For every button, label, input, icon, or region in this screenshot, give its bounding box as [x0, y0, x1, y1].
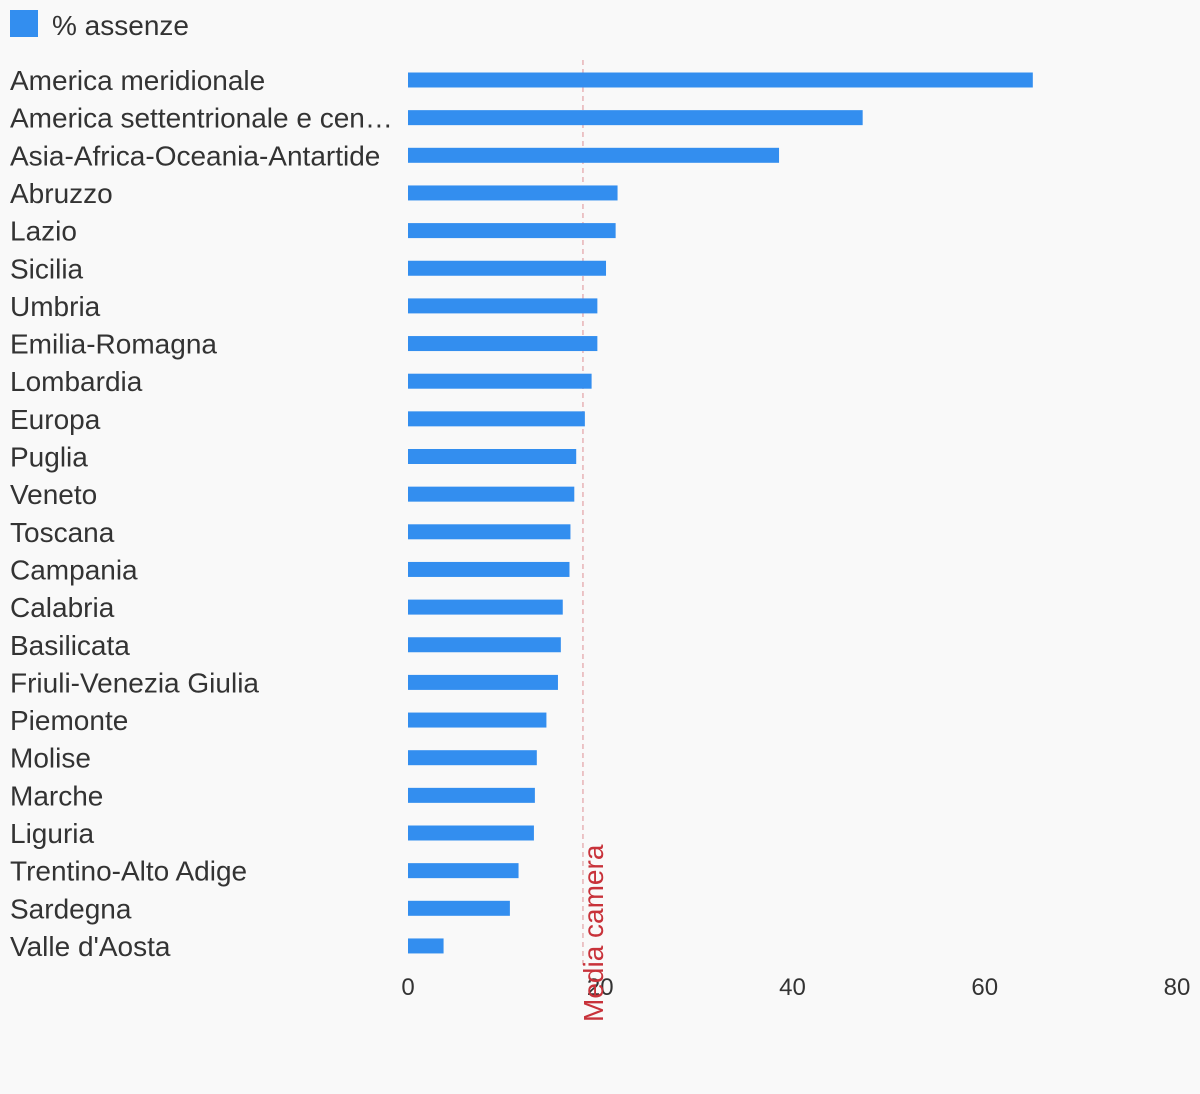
bar: [408, 787, 535, 803]
x-tick-label: 20: [587, 974, 614, 1001]
bar: [408, 72, 1033, 88]
bar: [408, 411, 585, 427]
category-label: Emilia-Romagna: [10, 329, 217, 360]
bar: [408, 110, 863, 126]
x-tick-label: 40: [779, 974, 806, 1001]
category-label: Molise: [10, 743, 91, 774]
category-label: Veneto: [10, 479, 97, 510]
bar: [408, 260, 607, 276]
category-label: America meridionale: [10, 65, 265, 96]
bar: [408, 561, 570, 577]
category-label: Marche: [10, 780, 103, 811]
category-label: Europa: [10, 404, 101, 435]
category-label: America settentrionale e cen…: [10, 103, 393, 134]
legend-swatch: [10, 10, 38, 37]
bar: [408, 825, 534, 841]
bar: [408, 524, 571, 540]
category-label: Toscana: [10, 517, 115, 548]
category-label: Abruzzo: [10, 178, 113, 209]
bar: [408, 298, 598, 314]
bar: [408, 486, 575, 502]
bar: [408, 863, 519, 879]
bar: [408, 373, 592, 389]
category-label: Sardegna: [10, 893, 132, 924]
bar: [408, 750, 537, 766]
category-label: Campania: [10, 554, 138, 585]
category-label: Lazio: [10, 216, 77, 247]
category-label: Puglia: [10, 442, 88, 473]
bar: [408, 637, 561, 653]
bar: [408, 449, 577, 464]
bar: [408, 336, 598, 352]
category-label: Piemonte: [10, 705, 128, 736]
category-label: Liguria: [10, 818, 94, 849]
category-label: Friuli-Venezia Giulia: [10, 667, 259, 698]
x-tick-label: 60: [971, 974, 998, 1001]
bar: [408, 938, 444, 954]
reference-line-label: Media camera: [578, 844, 609, 1022]
bar: [408, 712, 547, 728]
bar: [408, 185, 618, 201]
category-label: Calabria: [10, 592, 115, 623]
x-tick-label: 0: [401, 974, 414, 1001]
bar: [408, 223, 616, 239]
bar: [408, 674, 558, 690]
category-label: Asia-Africa-Oceania-Antartide: [10, 140, 380, 171]
category-label: Umbria: [10, 291, 101, 322]
category-label: Basilicata: [10, 630, 130, 661]
category-label: Lombardia: [10, 366, 143, 397]
category-label: Valle d'Aosta: [10, 931, 171, 962]
category-label: Trentino-Alto Adige: [10, 856, 247, 887]
bar: [408, 900, 510, 916]
category-label: Sicilia: [10, 253, 84, 284]
legend-label: % assenze: [52, 10, 189, 41]
bar: [408, 147, 780, 163]
bar: [408, 599, 563, 615]
x-tick-label: 80: [1164, 974, 1191, 1001]
